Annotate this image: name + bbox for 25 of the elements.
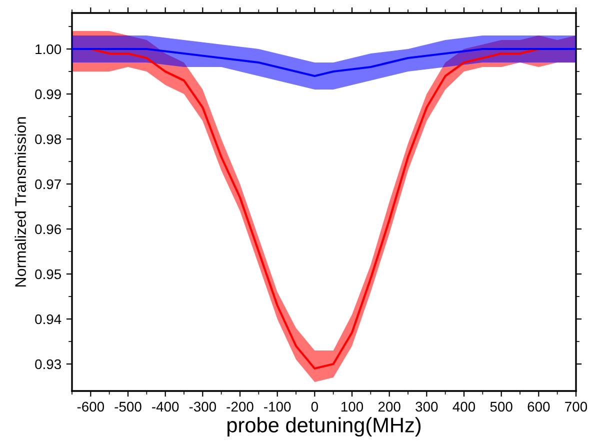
x-tick-label: 300: [416, 402, 438, 412]
x-tick-label: -500: [114, 402, 142, 412]
x-tick-label: 100: [341, 402, 364, 412]
x-tick-label: 700: [565, 402, 588, 412]
x-tick-label: -100: [264, 402, 291, 412]
y-tick-label: 0.98: [35, 134, 61, 144]
x-tick-label: 500: [490, 402, 512, 412]
y-tick-label: 0.99: [35, 89, 61, 100]
x-tick-label: 600: [528, 402, 550, 412]
x-axis-title: probe detuning(MHz): [228, 417, 421, 437]
y-tick-label: 0.94: [35, 314, 62, 324]
x-tick-label: -300: [189, 402, 216, 412]
y-tick-label: 0.95: [35, 269, 62, 280]
x-tick-label: 0: [311, 402, 318, 412]
x-tick-label: -200: [226, 402, 254, 412]
line-series: [72, 48, 576, 78]
y-tick-label: 0.96: [35, 224, 61, 234]
x-tick-label: -600: [77, 402, 104, 412]
y-tick-label: 1.00: [36, 44, 62, 54]
y-tick-label: 0.93: [35, 359, 61, 370]
y-axis-title: Normalized Transmission: [14, 117, 26, 286]
x-tick-label: -400: [152, 402, 179, 412]
x-tick-label: 200: [378, 402, 400, 412]
y-tick-label: 0.97: [35, 179, 61, 190]
x-tick-label: 400: [452, 402, 476, 412]
